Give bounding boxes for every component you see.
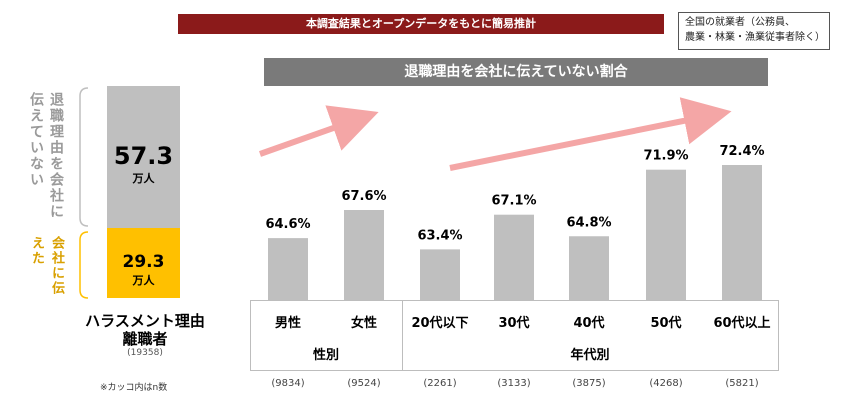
n-label-6: (5821) xyxy=(725,378,759,389)
grid-right xyxy=(778,300,779,370)
category-label-5: 50代 xyxy=(650,316,682,331)
bar-value-label-3: 67.1% xyxy=(491,194,536,209)
bar-6 xyxy=(722,165,762,300)
stack-caption-line1: ハラスメント理由 xyxy=(85,312,205,330)
bar-5 xyxy=(646,169,686,300)
n-label-5: (4268) xyxy=(649,378,683,389)
bar-2 xyxy=(420,249,460,300)
category-label-0: 男性 xyxy=(274,316,301,331)
top-banner: 本調査結果とオープンデータをもとに簡易推計 xyxy=(178,14,664,34)
scope-note: 全国の就業者（公務員、 農業・林業・漁業従事者除く） xyxy=(678,12,830,50)
bar-chart: 64.6% 67.6% 63.4% 67.1% 64.8% 71.9% 72.4% xyxy=(258,97,765,300)
bar-value-label-1: 67.6% xyxy=(341,189,386,204)
bar-value-label-0: 64.6% xyxy=(265,217,310,232)
footnote: ※カッコ内はn数 xyxy=(100,383,168,393)
not-told-label: 退職理由を会社に伝えていない xyxy=(28,92,64,220)
bar-value-label-2: 63.4% xyxy=(417,228,462,243)
stack-segment-not-told: 57.3 万人 xyxy=(107,86,180,228)
bar-value-label-4: 64.8% xyxy=(566,215,611,230)
not-told-unit: 万人 xyxy=(132,172,155,185)
stack-segment-told: 29.3 万人 xyxy=(107,228,180,298)
n-label-0: (9834) xyxy=(271,378,305,389)
grid-left xyxy=(250,300,251,370)
group-label-gender: 性別 xyxy=(312,348,339,363)
grid-bottom xyxy=(250,370,779,371)
bar-0 xyxy=(268,238,308,300)
category-label-6: 60代以上 xyxy=(713,316,771,331)
category-label-4: 40代 xyxy=(573,316,605,331)
n-label-1: (9524) xyxy=(347,378,381,389)
trend-arrow-gender xyxy=(258,105,379,157)
n-label-2: (2261) xyxy=(423,378,457,389)
category-label-3: 30代 xyxy=(498,316,530,331)
told-value: 29.3 xyxy=(122,252,165,272)
stack-n: (19358) xyxy=(127,348,163,358)
n-label-3: (3133) xyxy=(497,378,531,389)
group-label-age: 年代別 xyxy=(570,348,610,363)
bar-3 xyxy=(494,214,534,300)
bar-value-label-5: 71.9% xyxy=(643,149,688,164)
bar-1 xyxy=(344,210,384,300)
chart-title: 退職理由を会社に伝えていない割合 xyxy=(264,58,768,86)
trend-arrow-age xyxy=(449,97,732,171)
stack-caption: ハラスメント理由 離職者 xyxy=(80,312,210,348)
grid-divider xyxy=(402,300,403,370)
not-told-value: 57.3 xyxy=(113,142,174,170)
told-unit: 万人 xyxy=(132,274,155,287)
grid-top xyxy=(250,300,779,301)
category-label-2: 20代以下 xyxy=(411,316,469,331)
bar-4 xyxy=(569,236,609,300)
category-label-1: 女性 xyxy=(350,316,377,331)
bar-value-label-6: 72.4% xyxy=(719,144,764,159)
stack-brackets xyxy=(79,87,89,299)
stack-caption-line2: 離職者 xyxy=(122,330,168,348)
told-label: 会社に伝えた xyxy=(29,236,64,296)
n-label-4: (3875) xyxy=(572,378,606,389)
